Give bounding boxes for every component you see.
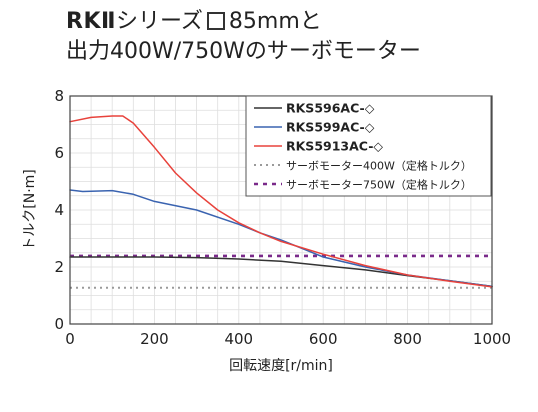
legend-label: サーボモーター750W（定格トルク） — [286, 178, 472, 192]
legend: RKS596AC-◇ RKS599AC-◇ RKS5913AC-◇ サーボモーター40… — [245, 95, 492, 197]
square-frame-icon — [206, 12, 225, 30]
x-tick-labels: 0 200 400 600 800 1000 — [65, 330, 511, 348]
series-lines — [69, 115, 493, 289]
legend-label: サーボモーター400W（定格トルク） — [286, 159, 472, 173]
y-tick-label: 8 — [54, 87, 64, 105]
series-word: シリーズ — [115, 9, 203, 34]
chart-title-line1: RKⅡシリーズ 85mmと — [66, 8, 322, 36]
series-name-rk2: RKⅡ — [66, 9, 116, 34]
y-tick-labels: 0 2 4 6 8 — [54, 87, 64, 333]
x-tick-label: 800 — [393, 330, 422, 348]
y-tick-label: 2 — [54, 258, 64, 276]
y-tick-label: 6 — [54, 144, 64, 162]
x-tick-label: 600 — [309, 330, 338, 348]
x-tick-label: 200 — [140, 330, 169, 348]
chart-title-line2: 出力400W/750Wのサーボモーター — [66, 39, 421, 64]
x-tick-label: 400 — [224, 330, 253, 348]
frame-size: 85mm — [228, 9, 300, 34]
title-suffix: と — [299, 9, 322, 34]
legend-label: RKS5913AC-◇ — [286, 139, 383, 154]
x-tick-label: 1000 — [473, 330, 511, 348]
y-tick-label: 0 — [54, 315, 64, 333]
x-tick-label: 0 — [65, 330, 75, 348]
legend-box — [245, 95, 492, 197]
y-tick-label: 4 — [54, 201, 64, 219]
y-axis-label: トルク[N·m] — [22, 169, 38, 250]
series-line — [69, 115, 493, 288]
x-axis-label: 回転速度[r/min] — [229, 358, 333, 374]
legend-label: RKS596AC-◇ — [286, 101, 375, 116]
legend-label: RKS599AC-◇ — [286, 120, 375, 135]
